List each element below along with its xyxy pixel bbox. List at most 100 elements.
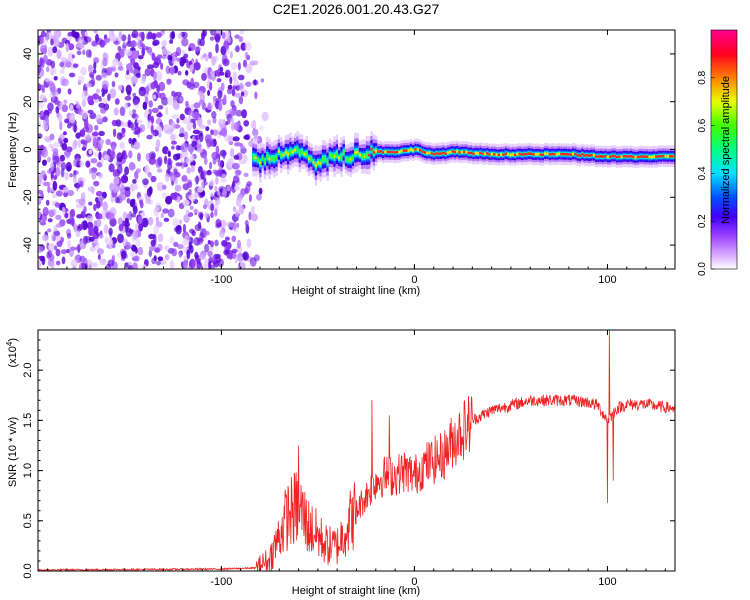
noise-speckle	[174, 184, 182, 192]
noise-speckle	[96, 200, 101, 209]
noise-speckle	[53, 76, 58, 81]
noise-speckle	[188, 47, 192, 52]
svg-text:(x104): (x104)	[5, 338, 19, 368]
noise-speckle	[205, 170, 212, 176]
ridge-peak	[544, 152, 547, 155]
noise-speckle	[190, 164, 195, 173]
noise-speckle	[197, 221, 202, 230]
noise-speckle	[141, 217, 149, 228]
ridge-peak	[558, 152, 561, 155]
ridge-peak	[444, 152, 447, 155]
ridge-peak	[370, 148, 373, 151]
noise-speckle	[200, 228, 207, 238]
noise-speckle	[215, 169, 223, 177]
noise-speckle	[158, 81, 166, 92]
noise-speckle	[124, 188, 131, 198]
noise-speckle	[98, 102, 106, 109]
ridge-peak	[287, 153, 290, 156]
noise-speckle	[124, 102, 129, 110]
ridge-band	[273, 156, 276, 162]
noise-speckle	[53, 96, 59, 105]
noise-speckle	[167, 208, 175, 218]
noise-speckle	[205, 231, 210, 236]
noise-speckle	[63, 131, 67, 136]
noise-speckle	[58, 133, 65, 140]
ridge-peak	[502, 153, 505, 156]
noise-speckle	[40, 44, 47, 55]
noise-speckle	[104, 236, 108, 244]
noise-speckle	[162, 208, 169, 214]
y-tick-label: 0.0	[22, 563, 34, 578]
noise-speckle	[95, 74, 102, 81]
noise-speckle	[248, 211, 252, 221]
ridge-peak	[319, 162, 322, 165]
colorbar-ticks: 0.0 0.2 0.4 0.6 0.8	[697, 70, 715, 276]
noise-speckle	[161, 40, 167, 47]
ridge-peak	[514, 153, 517, 157]
noise-speckle	[193, 81, 200, 89]
noise-speckle	[61, 206, 66, 216]
noise-speckle	[148, 115, 153, 121]
noise-speckle	[64, 171, 69, 181]
noise-speckle	[53, 38, 60, 48]
noise-speckle	[233, 154, 240, 160]
noise-speckle	[183, 235, 190, 246]
noise-speckle	[68, 115, 76, 124]
ridge-peak	[456, 150, 459, 153]
colorbar-gradient	[710, 29, 738, 270]
noise-speckle	[151, 132, 156, 137]
noise-speckle	[47, 46, 54, 57]
ridge-peak	[521, 153, 524, 156]
noise-speckle	[61, 37, 68, 44]
ridge-peak	[606, 155, 610, 159]
noise-speckle	[69, 248, 74, 257]
ridge-peak	[282, 153, 285, 157]
noise-speckle	[128, 210, 133, 221]
noise-speckle	[244, 51, 249, 59]
noise-speckle	[229, 148, 235, 158]
colorbar-tick-label: 0.8	[697, 70, 708, 84]
noise-speckle	[42, 159, 47, 166]
noise-speckle	[47, 156, 51, 163]
ridge-peak	[388, 150, 392, 154]
noise-speckle	[52, 46, 58, 54]
ridge-peak	[662, 154, 665, 158]
noise-speckle	[91, 76, 95, 87]
noise-speckle	[178, 133, 185, 138]
noise-speckle	[125, 222, 130, 227]
ridge-peak	[307, 157, 311, 161]
noise-speckle	[88, 49, 92, 58]
noise-speckle	[152, 71, 157, 81]
noise-speckle	[197, 90, 203, 96]
noise-speckle	[120, 175, 129, 184]
noise-speckle	[160, 212, 165, 219]
noise-speckle	[244, 41, 252, 52]
ridge-peak	[356, 151, 359, 154]
spectrogram-x-ticks: -100 0 100	[47, 30, 666, 286]
noise-speckle	[152, 62, 159, 69]
ridge-peak	[569, 153, 572, 156]
ridge-peak	[467, 151, 471, 155]
noise-speckle	[146, 120, 152, 129]
noise-speckle	[126, 91, 131, 96]
noise-speckle	[253, 254, 260, 262]
noise-speckle	[145, 198, 151, 204]
noise-speckle	[134, 126, 141, 135]
noise-speckle	[144, 164, 150, 175]
noise-speckle	[138, 86, 146, 97]
noise-speckle	[111, 80, 116, 88]
noise-speckle	[201, 263, 208, 269]
noise-speckle	[56, 190, 63, 197]
noise-speckle	[90, 262, 99, 268]
noise-speckle	[235, 209, 239, 218]
noise-speckle	[82, 220, 88, 230]
noise-speckle	[171, 114, 179, 120]
noise-speckle	[66, 123, 72, 129]
noise-speckle	[124, 217, 129, 224]
noise-speckle	[182, 199, 190, 207]
noise-speckle	[225, 120, 231, 125]
noise-speckle	[86, 133, 91, 140]
noise-speckle	[116, 152, 124, 162]
noise-speckle	[185, 70, 189, 76]
noise-speckle	[50, 262, 54, 268]
